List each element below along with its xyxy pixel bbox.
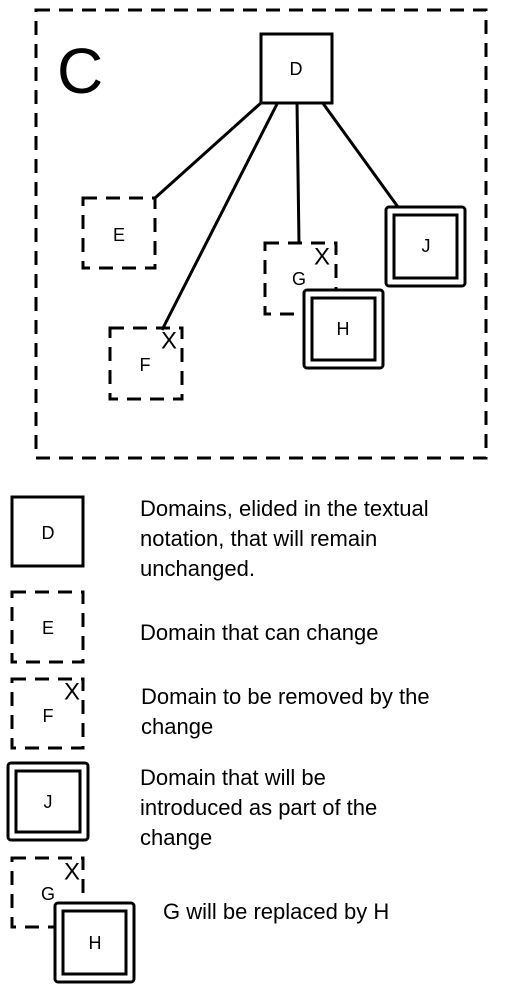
edge-d-e (153, 100, 264, 200)
svg-text:E: E (42, 618, 54, 638)
svg-text:G: G (41, 884, 55, 904)
legend-text-unchanged: Domains, elided in the textual notation,… (140, 496, 429, 581)
remove-mark: X (314, 244, 330, 271)
legend-text-replaced: G will be replaced by H (163, 899, 390, 924)
container-c (34, 8, 488, 460)
svg-text:D: D (290, 59, 303, 79)
svg-text:H: H (337, 319, 350, 339)
remove-mark: X (64, 679, 80, 706)
legend-box-unchanged: D (10, 495, 85, 568)
legend-text-introduced: Domain that will be introduced as part o… (140, 765, 378, 850)
svg-text:H: H (89, 933, 102, 953)
node-j: J (384, 205, 467, 288)
node-f: F X (108, 326, 184, 401)
legend-box-introduced: J (6, 761, 90, 842)
edge-d-j (320, 101, 400, 208)
node-d: D (259, 32, 334, 105)
legend-box-changeable: E (10, 590, 85, 664)
remove-mark: X (161, 328, 177, 355)
svg-text:G: G (292, 269, 306, 289)
node-g: G X (263, 241, 338, 316)
legend-box-removed: F X (10, 677, 85, 750)
edge-d-f (160, 101, 280, 331)
edge-d-g (295, 101, 301, 244)
svg-text:F: F (43, 706, 54, 726)
container-label: C (57, 35, 103, 107)
svg-text:F: F (140, 355, 151, 375)
node-h: H (302, 288, 385, 370)
legend-text-changeable: Domain that can change (140, 620, 379, 645)
svg-text:J: J (44, 792, 53, 812)
svg-text:E: E (113, 225, 125, 245)
node-e: E (81, 196, 157, 270)
svg-text:D: D (42, 523, 55, 543)
legend-box-replaced: G X H (10, 856, 136, 984)
svg-text:J: J (422, 236, 431, 256)
connectors (153, 100, 400, 331)
legend-text-removed: Domain to be removed by the change (141, 684, 430, 739)
remove-mark: X (64, 859, 80, 886)
